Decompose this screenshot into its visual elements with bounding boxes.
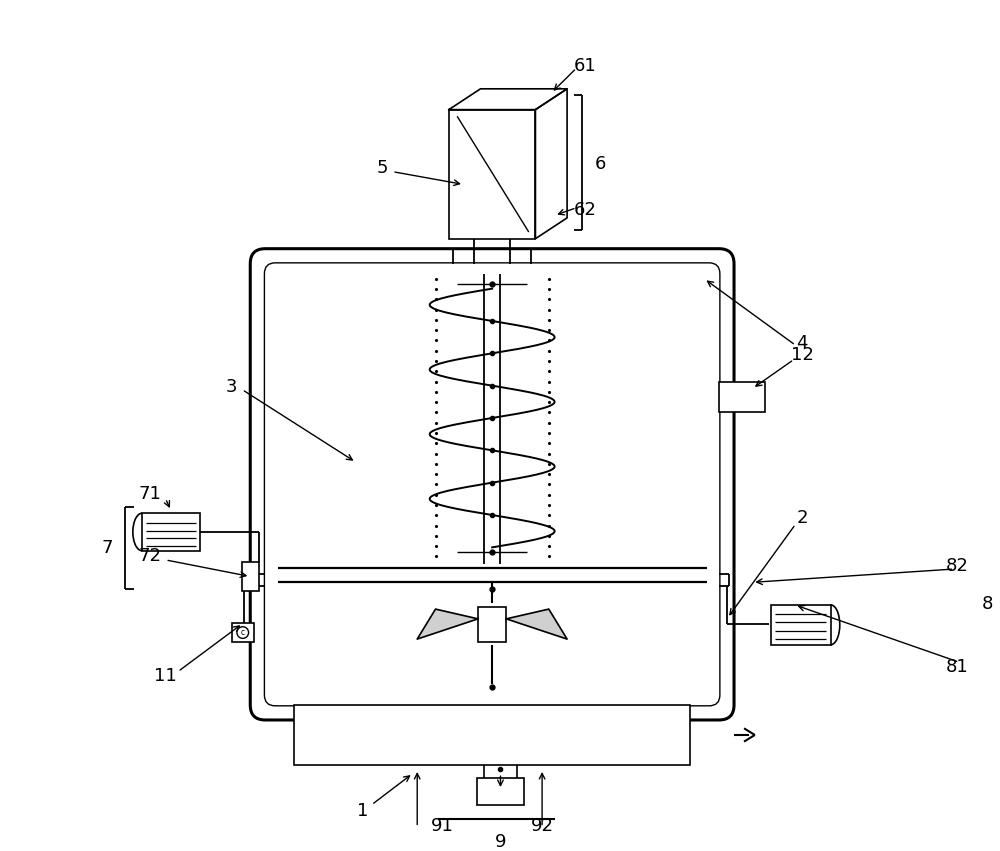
Bar xyxy=(478,607,506,642)
FancyBboxPatch shape xyxy=(250,248,734,720)
Text: 81: 81 xyxy=(945,659,968,677)
Bar xyxy=(242,563,259,591)
Text: 91: 91 xyxy=(431,817,454,835)
Text: 92: 92 xyxy=(531,817,554,835)
Text: 9: 9 xyxy=(495,833,506,851)
Text: c: c xyxy=(241,628,245,637)
Text: 4: 4 xyxy=(797,334,808,352)
Polygon shape xyxy=(506,609,567,639)
Bar xyxy=(719,382,765,412)
Text: 6: 6 xyxy=(595,155,606,173)
Polygon shape xyxy=(417,609,478,639)
Bar xyxy=(142,513,200,551)
Text: 71: 71 xyxy=(139,485,162,503)
Text: 8: 8 xyxy=(982,595,993,613)
Text: 61: 61 xyxy=(574,56,596,75)
Bar xyxy=(771,605,831,645)
Text: 7: 7 xyxy=(101,539,113,557)
Text: 11: 11 xyxy=(154,667,177,685)
Bar xyxy=(232,624,254,642)
Text: 2: 2 xyxy=(797,509,808,528)
Text: 12: 12 xyxy=(791,346,814,364)
Text: 1: 1 xyxy=(357,802,369,820)
Bar xyxy=(449,110,535,238)
Bar xyxy=(294,705,690,765)
Text: 5: 5 xyxy=(376,159,388,177)
Text: 82: 82 xyxy=(945,557,968,574)
Text: 72: 72 xyxy=(139,546,162,565)
Bar xyxy=(477,779,524,805)
Text: 62: 62 xyxy=(573,202,596,220)
Text: 3: 3 xyxy=(226,378,238,397)
